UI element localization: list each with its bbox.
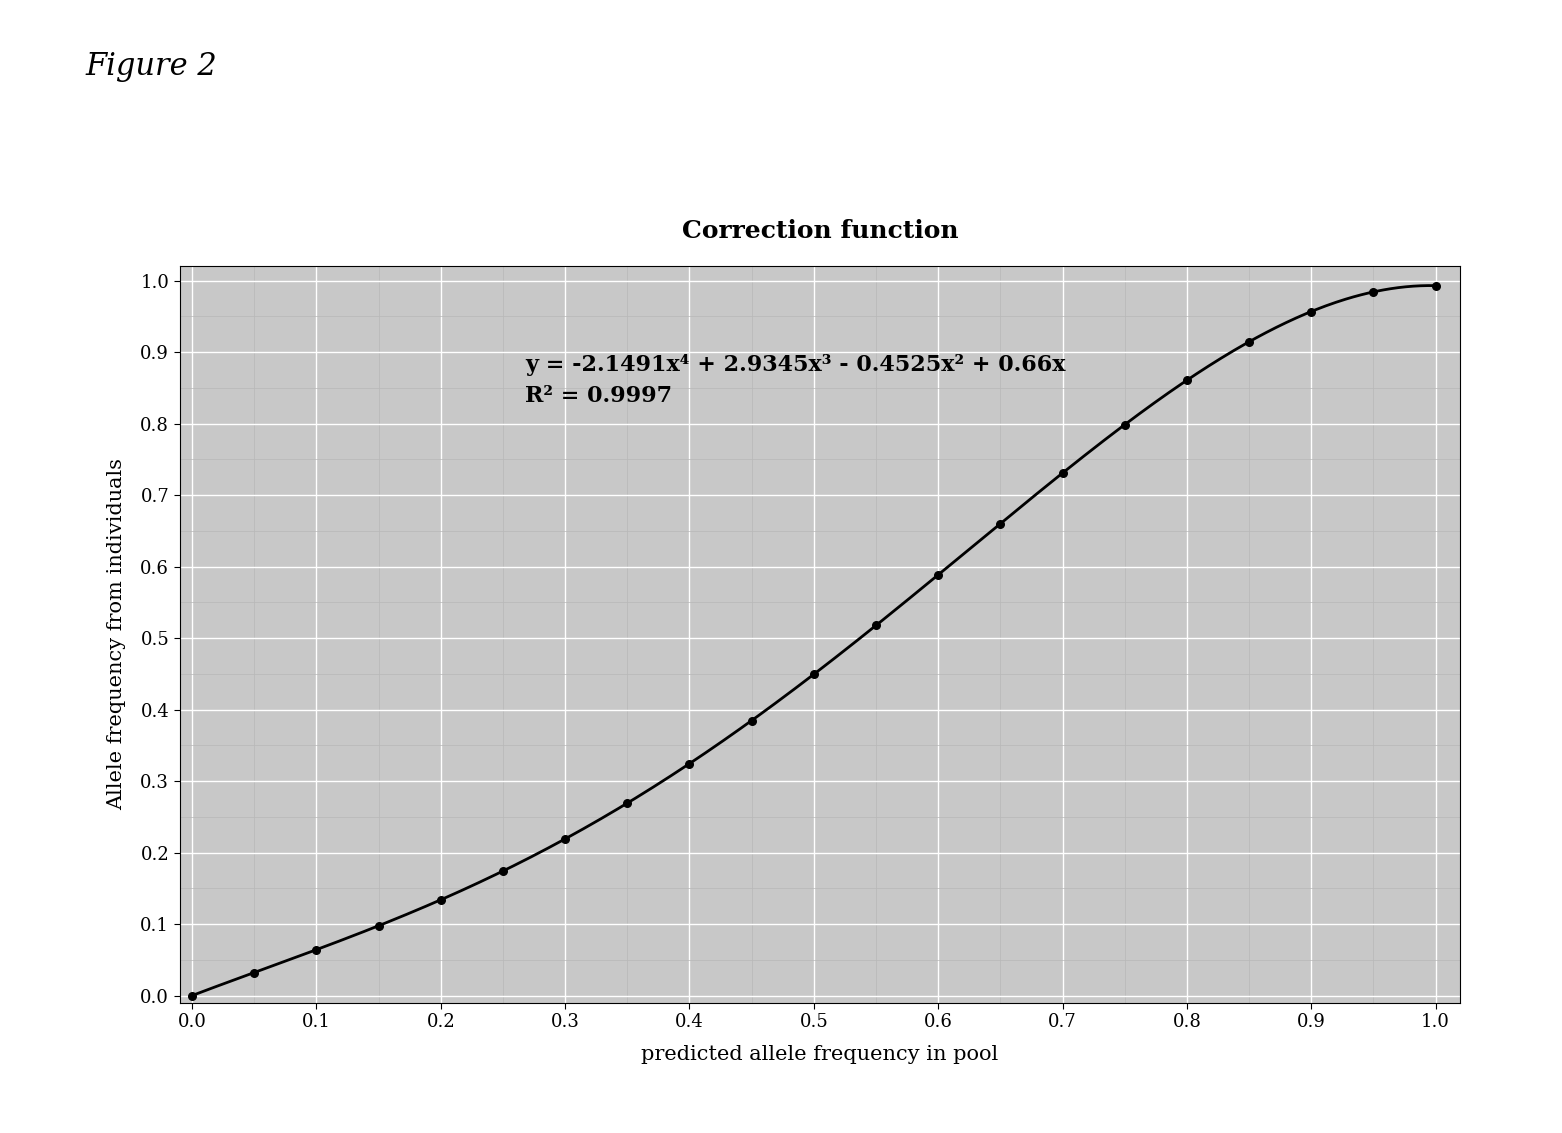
- Point: [739, 712, 764, 730]
- Text: y = -2.1491x⁴ + 2.9345x³ - 0.4525x² + 0.66x
R² = 0.9997: y = -2.1491x⁴ + 2.9345x³ - 0.4525x² + 0.…: [525, 355, 1065, 407]
- Point: [1423, 276, 1448, 295]
- Point: [801, 665, 826, 683]
- Point: [987, 514, 1012, 533]
- Point: [1237, 333, 1262, 351]
- X-axis label: predicted allele frequency in pool: predicted allele frequency in pool: [642, 1045, 998, 1064]
- Y-axis label: Allele frequency from individuals: Allele frequency from individuals: [108, 459, 127, 810]
- Point: [1175, 372, 1200, 390]
- Point: [305, 940, 330, 959]
- Point: [1361, 283, 1385, 301]
- Point: [490, 862, 515, 880]
- Point: [242, 963, 267, 981]
- Point: [1050, 463, 1075, 482]
- Title: Correction function: Correction function: [681, 220, 959, 244]
- Text: Figure 2: Figure 2: [86, 51, 217, 82]
- Point: [180, 987, 205, 1005]
- Point: [1298, 303, 1323, 321]
- Point: [615, 794, 640, 812]
- Point: [366, 917, 390, 935]
- Point: [864, 616, 889, 634]
- Point: [676, 755, 701, 773]
- Point: [926, 565, 951, 583]
- Point: [428, 891, 453, 909]
- Point: [1112, 416, 1137, 434]
- Point: [553, 829, 578, 847]
